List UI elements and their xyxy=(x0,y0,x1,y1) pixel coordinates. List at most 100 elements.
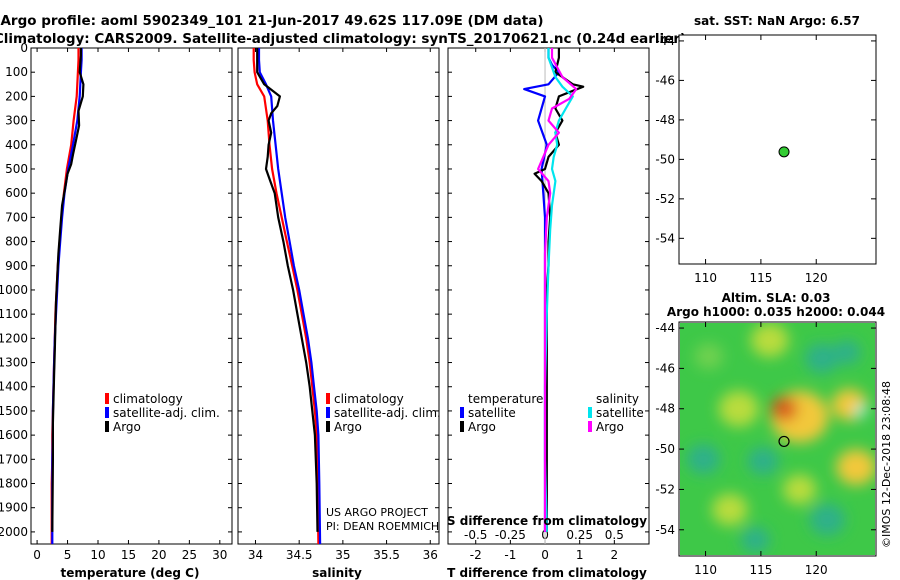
depth-tick-label: 500 xyxy=(5,162,28,176)
s-difference-tick-label: -0.5 xyxy=(464,528,487,542)
figure-title-line1: Argo profile: aoml 5902349_101 21-Jun-20… xyxy=(0,13,543,29)
location-map-points xyxy=(778,146,790,158)
temperature-tick-label: 10 xyxy=(90,548,105,562)
salinity-tick-label: 35 xyxy=(335,548,350,562)
latitude-tick-label: -52 xyxy=(655,482,675,496)
depth-tick-label: 0 xyxy=(20,41,28,55)
temperature-tick-label: 20 xyxy=(151,548,166,562)
sla-anomaly-patch xyxy=(712,493,748,526)
salinity-tick-label: 36 xyxy=(423,548,438,562)
difference-legend: temperature salinity satellite Argo sate… xyxy=(460,392,644,434)
depth-tick-label: 1600 xyxy=(0,428,28,442)
t-difference-tick-label: -2 xyxy=(470,548,482,562)
temperature-tick-label: 30 xyxy=(212,548,227,562)
latitude-tick-label: -50 xyxy=(655,442,675,456)
depth-tick-label: 200 xyxy=(5,89,28,103)
legend-title-salinity: salinity xyxy=(596,392,639,406)
salinity-axis-ticks xyxy=(238,47,439,533)
depth-tick-label: 900 xyxy=(5,259,28,273)
salinity-xlabel: salinity xyxy=(312,566,362,580)
float-location-marker xyxy=(778,146,790,158)
longitude-tick-label: 110 xyxy=(694,271,717,285)
legend-label-climatology: climatology xyxy=(113,392,183,406)
legend-title-temperature: temperature xyxy=(468,392,543,406)
salinity-tick-label: 34.5 xyxy=(286,548,313,562)
depth-tick-label: 2000 xyxy=(0,525,28,539)
latitude-tick-label: -46 xyxy=(655,73,675,87)
s-difference-tick-label: 0.25 xyxy=(566,528,593,542)
difference-axis-ticks xyxy=(448,47,649,533)
s-difference-tick-label: 0.5 xyxy=(605,528,624,542)
temperature-xlabel: temperature (deg C) xyxy=(61,566,200,580)
legend-label-temperature-argo: Argo xyxy=(468,420,496,434)
altimetry-anomaly-field xyxy=(686,323,875,553)
legend-swatch-salinity-argo xyxy=(588,421,592,432)
salinity-legend: climatology satellite-adj. clim. Argo xyxy=(326,392,441,434)
depth-tick-label: 100 xyxy=(5,65,28,79)
salinity-series xyxy=(252,48,322,545)
depth-tick-label: 1500 xyxy=(0,404,28,418)
depth-tick-label: 700 xyxy=(5,210,28,224)
latitude-tick-label: -44 xyxy=(655,34,675,48)
longitude-tick-label: 115 xyxy=(749,271,772,285)
legend-swatch-salinity-satellite xyxy=(588,407,592,418)
t-difference-tick-label: -1 xyxy=(504,548,516,562)
depth-axis: 0 100 200 300 400 500 600 700 800 900 1000 1100 1200… xyxy=(0,41,232,539)
latitude-tick-label: -54 xyxy=(655,231,675,245)
latitude-tick-label: -54 xyxy=(655,523,675,537)
salinity-x-axis: 34 34.5 35 35.5 36 xyxy=(248,48,438,562)
temperature-series xyxy=(50,48,85,544)
sla-anomaly-patch xyxy=(855,405,867,416)
location-map-axes: -44 -46 -48 -50 -52 -54 110 115 120 xyxy=(655,34,876,285)
longitude-tick-label: 115 xyxy=(749,563,772,577)
sla-anomaly-patch xyxy=(809,503,846,536)
sla-anomaly-patch xyxy=(740,526,770,553)
latitude-tick-label: -46 xyxy=(655,361,675,375)
legend-label-salinity-satellite: satellite xyxy=(596,406,644,420)
salinity-tick-label: 35.5 xyxy=(373,548,400,562)
depth-tick-label: 1000 xyxy=(0,283,28,297)
longitude-tick-label: 120 xyxy=(805,563,828,577)
salinity-panel: 34 34.5 35 35.5 36 salinity climatology sate… xyxy=(237,47,441,580)
temperature-panel: 0100200300400500600700800900100011001200… xyxy=(0,41,233,580)
depth-tick-label: 300 xyxy=(5,114,28,128)
altimetry-title-line1: Altim. SLA: 0.03 xyxy=(722,291,831,305)
depth-tick-label: 1900 xyxy=(0,501,28,515)
series-line-climatology xyxy=(252,48,320,545)
latitude-tick-label: -48 xyxy=(655,113,675,127)
salinity-tick-label: 34 xyxy=(248,548,263,562)
altimetry-title-line2: Argo h1000: 0.035 h2000: 0.044 xyxy=(667,305,885,319)
sla-anomaly-patch xyxy=(836,449,875,486)
temperature-tick-label: 5 xyxy=(64,548,72,562)
location-map-frame xyxy=(678,34,877,265)
credit-pi: PI: DEAN ROEMMICH xyxy=(326,520,439,533)
series-line-argo xyxy=(256,48,319,532)
latitude-tick-label: -50 xyxy=(655,152,675,166)
depth-tick-label: 1300 xyxy=(0,356,28,370)
temperature-x-axis: 0 5 10 15 20 25 30 xyxy=(33,48,227,562)
legend-label-satellite: satellite-adj. clim. xyxy=(334,406,441,420)
legend-swatch-satellite xyxy=(105,407,109,418)
temperature-legend: climatology satellite-adj. clim. Argo xyxy=(105,392,220,434)
sla-anomaly-patch xyxy=(686,444,720,475)
legend-label-temperature-satellite: satellite xyxy=(468,406,516,420)
series-line-argo xyxy=(51,48,85,532)
legend-label-salinity-argo: Argo xyxy=(596,420,624,434)
depth-tick-label: 400 xyxy=(5,138,28,152)
sla-anomaly-patch xyxy=(747,447,779,476)
depth-tick-label: 1400 xyxy=(0,380,28,394)
t-difference-tick-label: 2 xyxy=(611,548,619,562)
depth-tick-label: 800 xyxy=(5,235,28,249)
float-location-marker xyxy=(778,435,790,448)
sla-anomaly-patch xyxy=(831,388,868,421)
latitude-tick-label: -48 xyxy=(655,402,675,416)
legend-swatch-argo xyxy=(105,421,109,432)
depth-tick-label: 1200 xyxy=(0,331,28,345)
altimetry-map-panel: Altim. SLA: 0.03 Argo h1000: 0.035 h2000… xyxy=(655,291,893,577)
t-difference-tick-label: 1 xyxy=(576,548,584,562)
legend-swatch-temperature-argo xyxy=(460,421,464,432)
location-map-title: sat. SST: NaN Argo: 6.57 xyxy=(694,14,860,28)
credit-project: US ARGO PROJECT xyxy=(326,506,428,519)
